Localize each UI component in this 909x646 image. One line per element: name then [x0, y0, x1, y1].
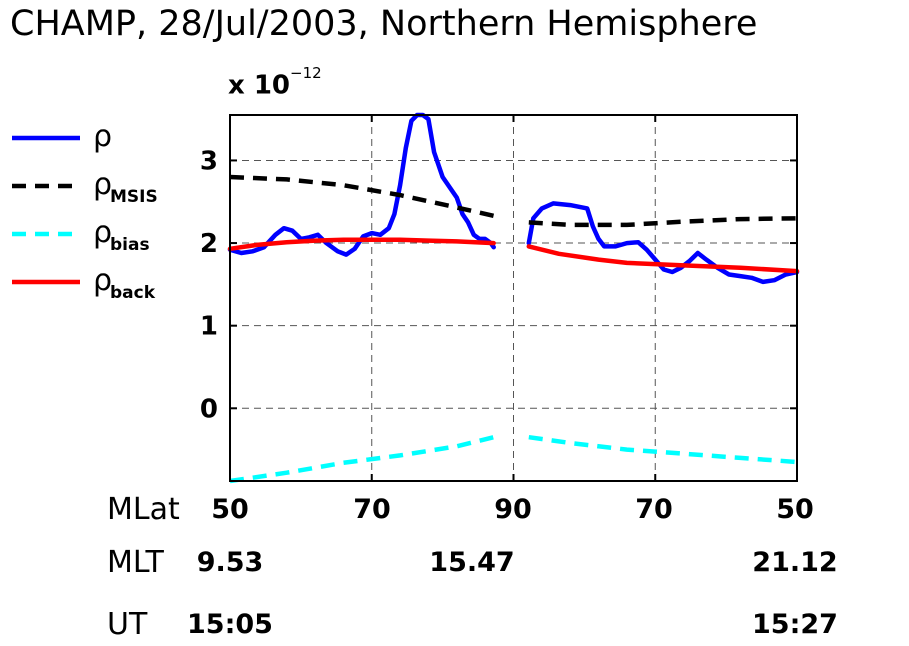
mlat-tick-label: 90: [494, 494, 532, 525]
ut-tick-label: 15:27: [752, 609, 838, 640]
ut-tick-label: 15:05: [187, 609, 273, 640]
mlt-tick-label: 21.12: [752, 547, 838, 578]
legend-label: ρ: [93, 263, 112, 298]
series-layer: [227, 112, 800, 484]
y-tick-label: 2: [200, 229, 218, 259]
grid: [230, 115, 797, 481]
y-tick-label: 0: [200, 394, 218, 424]
ut-row-label: UT: [107, 607, 148, 642]
mlat-tick-label: 50: [211, 494, 249, 525]
mlat-tick-label: 70: [635, 494, 673, 525]
series-line-rho_msis: [229, 174, 495, 218]
series-line-rho_back: [526, 244, 800, 274]
mlt-tick-label: 15.47: [429, 547, 515, 578]
y-axis-ticks: 0 1 2 3: [200, 115, 798, 481]
series-line-rho_bias: [229, 435, 495, 484]
legend-subscript: MSIS: [110, 187, 158, 207]
y-multiplier-exponent: −12: [290, 64, 322, 82]
legend-label: ρ: [93, 167, 112, 202]
chart-title: CHAMP, 28/Jul/2003, Northern Hemisphere: [10, 4, 758, 44]
legend-subscript: back: [110, 283, 156, 303]
series-line-rho_bias: [528, 434, 798, 465]
y-axis-multiplier: x 10−12: [228, 64, 322, 101]
series-line-rho: [227, 112, 496, 257]
mlt-tick-label: 9.53: [196, 547, 264, 578]
series-line-rho_back: [227, 237, 496, 252]
mlt-row-label: MLT: [107, 545, 164, 580]
legend-subscript: bias: [110, 235, 150, 255]
legend-label: ρ: [93, 119, 112, 154]
y-multiplier-base: x 10: [228, 70, 291, 101]
mlat-row-label: MLat: [107, 492, 180, 527]
mlat-tick-label: 70: [353, 494, 391, 525]
legend-label: ρ: [93, 215, 112, 250]
y-tick-label: 1: [200, 312, 218, 342]
series-line-rho_msis: [528, 216, 798, 228]
y-tick-label: 3: [200, 146, 218, 176]
mlat-tick-label: 50: [776, 494, 814, 525]
